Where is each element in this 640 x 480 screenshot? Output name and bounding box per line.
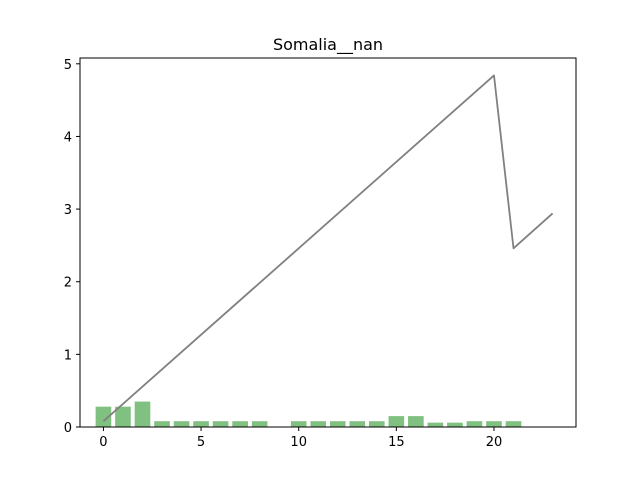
bar-8	[251, 421, 268, 427]
bar-17	[427, 422, 444, 427]
x-tick-label: 5	[197, 435, 205, 450]
x-tick-label: 10	[290, 435, 307, 450]
chart-title: Somalia__nan	[273, 35, 383, 55]
bar-21	[505, 421, 522, 427]
y-tick-label: 3	[64, 203, 72, 218]
y-tick-label: 0	[64, 421, 72, 436]
line-series	[102, 74, 554, 422]
bar-16	[408, 416, 424, 427]
x-tick-label: 20	[486, 435, 503, 450]
bar-11	[310, 421, 327, 427]
bar-2	[134, 401, 151, 427]
bar-10	[290, 421, 307, 427]
bar-12	[329, 421, 346, 427]
bar-5	[193, 421, 209, 427]
bar-1	[115, 406, 131, 427]
bar-series	[95, 401, 522, 427]
bar-0	[95, 406, 112, 427]
x-tick-label: 15	[388, 435, 405, 450]
bar-13	[349, 421, 366, 427]
y-tick-label: 5	[64, 58, 72, 73]
bar-4	[173, 421, 190, 427]
plot-frame	[79, 57, 577, 428]
y-tick-label: 2	[64, 276, 72, 291]
bar-15	[388, 416, 405, 427]
bar-6	[212, 421, 229, 427]
y-tick-label: 1	[64, 348, 72, 363]
bar-18	[447, 422, 463, 427]
y-axis: 0 1 2 3 4 5	[64, 58, 80, 436]
x-tick-label: 0	[99, 435, 107, 450]
bar-20	[486, 421, 502, 427]
bar-14	[369, 421, 385, 427]
bar-3	[154, 421, 170, 427]
series-line-1	[102, 74, 554, 422]
bar-19	[466, 421, 483, 427]
x-axis: 0 5 10 15 20	[99, 427, 502, 450]
bar-7	[232, 421, 248, 427]
y-tick-label: 4	[64, 130, 72, 145]
